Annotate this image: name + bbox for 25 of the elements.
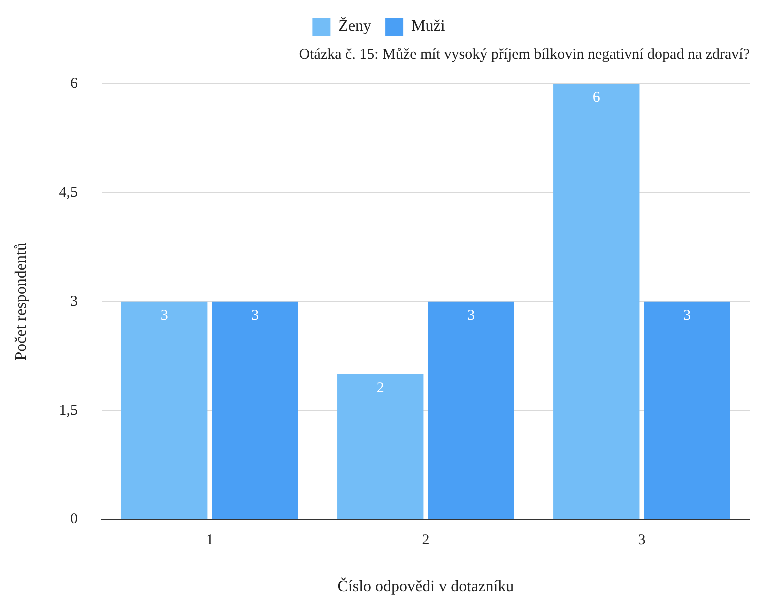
bar (644, 302, 730, 520)
x-tick-label: 3 (638, 532, 646, 549)
x-tick-label: 1 (206, 532, 214, 549)
legend-label: Ženy (338, 17, 372, 36)
data-label: 3 (468, 308, 476, 324)
chart-title: Otázka č. 15: Může mít vysoký příjem bílkovin negativní dopad na zdraví? (299, 46, 750, 63)
data-label: 3 (252, 308, 260, 324)
bar (554, 84, 640, 520)
bar (428, 302, 514, 520)
y-tick-label: 0 (70, 512, 78, 528)
x-axis-title: Číslo odpovědi v dotazníku (338, 578, 514, 596)
bar (338, 374, 424, 520)
data-label: 6 (592, 90, 601, 106)
y-tick-label: 1,5 (59, 402, 78, 419)
y-tick-label: 3 (70, 294, 78, 310)
y-axis-title: Počet respondentů (12, 243, 30, 361)
bar (122, 302, 208, 520)
y-tick-label: 4,5 (59, 184, 78, 201)
y-tick-label: 6 (70, 76, 78, 92)
x-tick-label: 2 (422, 532, 430, 549)
legend-label: Muži (412, 18, 446, 36)
data-label: 3 (684, 308, 692, 324)
data-label: 3 (160, 308, 168, 324)
bar (212, 302, 298, 520)
data-label: 2 (376, 380, 384, 396)
